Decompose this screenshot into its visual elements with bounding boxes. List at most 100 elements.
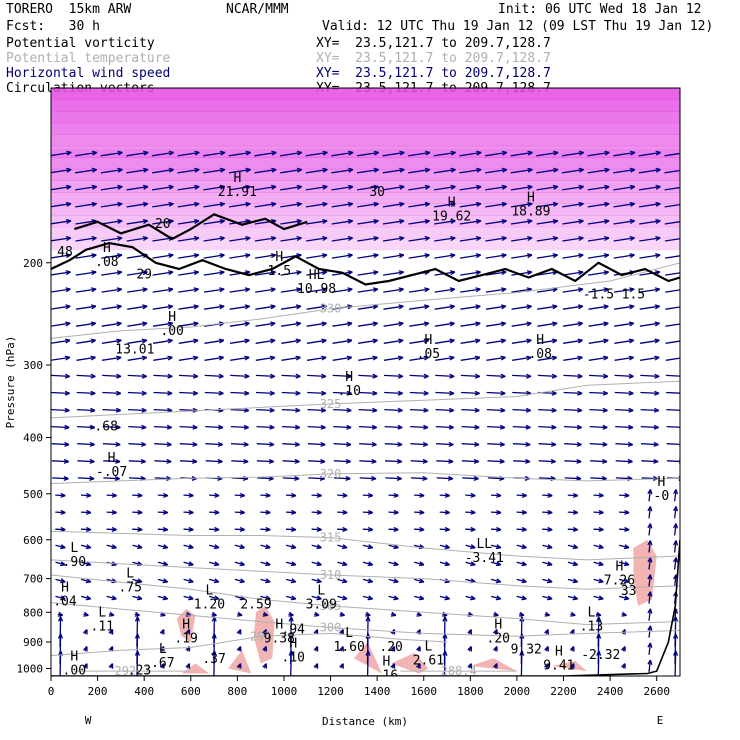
- circulation-vector: [436, 460, 454, 463]
- circulation-vector-head: [193, 321, 199, 327]
- extremum-value: .23: [128, 664, 151, 679]
- field-pv-name: Potential vorticity: [6, 36, 155, 51]
- circulation-vector-head: [526, 304, 532, 310]
- circulation-vector: [485, 254, 507, 259]
- circulation-vector-head: [244, 390, 250, 396]
- circulation-vector: [562, 271, 584, 276]
- circulation-vector-head: [295, 355, 301, 361]
- circulation-vector-head: [604, 184, 610, 190]
- circulation-vector: [459, 237, 481, 242]
- circulation-vector: [639, 305, 660, 310]
- extremum-value: 1.20: [194, 598, 225, 613]
- circulation-vector-head: [167, 338, 173, 344]
- circulation-vector: [409, 305, 430, 310]
- circulation-vector-head: [168, 218, 174, 224]
- circulation-vector-head: [270, 253, 277, 259]
- circulation-vector-head: [473, 458, 479, 464]
- circulation-vector-head: [193, 338, 199, 344]
- circulation-vector: [615, 425, 634, 429]
- circulation-vector-head: [473, 475, 479, 482]
- circulation-vector: [51, 271, 71, 276]
- circulation-vector-head: [623, 578, 630, 584]
- circulation-vector: [51, 391, 70, 395]
- circulation-vector-head: [647, 523, 653, 529]
- circulation-vector: [151, 151, 174, 157]
- circulation-vector-head: [500, 355, 506, 361]
- circulation-vector-head: [500, 373, 506, 379]
- circulation-vector: [281, 322, 301, 327]
- circulation-vector-head: [422, 475, 428, 482]
- circulation-vector: [382, 237, 404, 242]
- circulation-vector: [614, 356, 634, 361]
- circulation-vector-head: [578, 184, 584, 190]
- circulation-vector-head: [596, 650, 602, 656]
- circulation-vector: [536, 203, 558, 208]
- circulation-vector-head: [316, 492, 322, 498]
- circulation-vector-head: [111, 509, 117, 515]
- circulation-vector-head: [371, 424, 377, 430]
- circulation-vector-head: [422, 441, 428, 447]
- circulation-vector-head: [211, 650, 217, 656]
- circulation-vector: [230, 374, 250, 378]
- circulation-vector: [127, 288, 148, 293]
- circulation-vector: [511, 322, 532, 327]
- circulation-vector: [308, 460, 326, 463]
- extremum-marker: L: [70, 541, 78, 556]
- circulation-vector: [179, 391, 198, 395]
- circulation-vector: [615, 477, 633, 480]
- circulation-vector: [511, 271, 532, 276]
- circulation-vector-head: [492, 663, 498, 669]
- circulation-vector-head: [647, 506, 653, 512]
- circulation-vector-head: [185, 663, 191, 669]
- circulation-vector: [333, 408, 352, 412]
- circulation-vector-head: [342, 578, 348, 584]
- circulation-vector: [204, 339, 224, 344]
- circulation-vector-head: [526, 338, 532, 344]
- circulation-vector-head: [265, 492, 271, 498]
- circulation-vector: [126, 185, 148, 191]
- theta-isoline-label: 292.7: [114, 664, 150, 678]
- circulation-vector-head: [167, 304, 174, 310]
- circulation-vector-head: [629, 218, 635, 224]
- circulation-vector-head: [270, 338, 276, 344]
- circulation-vector: [664, 255, 680, 259]
- circulation-vector-head: [141, 424, 147, 430]
- circulation-vector-head: [162, 595, 169, 601]
- circulation-vector-head: [295, 321, 302, 327]
- circulation-vector: [536, 151, 559, 157]
- circulation-vector: [511, 288, 532, 293]
- circulation-vector: [664, 221, 680, 225]
- circulation-vector-head: [214, 526, 220, 533]
- circulation-vector-head: [90, 407, 96, 413]
- circulation-vector-head: [647, 642, 653, 648]
- circulation-vector-head: [167, 321, 174, 327]
- circulation-vector-head: [245, 184, 251, 190]
- circulation-vector-head: [63, 475, 69, 482]
- extremum-value: .05: [417, 347, 440, 362]
- circulation-vector-head: [398, 235, 405, 242]
- circulation-vector-head: [475, 235, 482, 242]
- circulation-vector-head: [654, 355, 660, 361]
- circulation-vector-head: [290, 561, 297, 567]
- x-axis-label: Distance (km): [322, 715, 408, 728]
- circulation-vector: [485, 305, 506, 310]
- circulation-vector-head: [450, 167, 456, 173]
- circulation-vector-head: [214, 492, 220, 498]
- circulation-vector-head: [604, 201, 610, 207]
- circulation-vector-head: [521, 509, 527, 515]
- circulation-vector-head: [442, 616, 448, 622]
- circulation-vector: [664, 152, 680, 157]
- circulation-vector-head: [681, 254, 686, 258]
- circulation-vector-head: [142, 287, 148, 293]
- circulation-vector-head: [499, 424, 506, 430]
- theta-isoline-label: 295: [250, 629, 272, 643]
- circulation-vector-head: [623, 595, 630, 601]
- circulation-vector: [588, 271, 609, 276]
- circulation-vector: [358, 408, 377, 412]
- circulation-vector: [665, 340, 680, 344]
- circulation-vector: [357, 305, 378, 310]
- circulation-vector: [561, 151, 584, 157]
- circulation-vector: [305, 151, 328, 157]
- circulation-vector: [590, 477, 607, 480]
- circulation-vector: [255, 288, 276, 293]
